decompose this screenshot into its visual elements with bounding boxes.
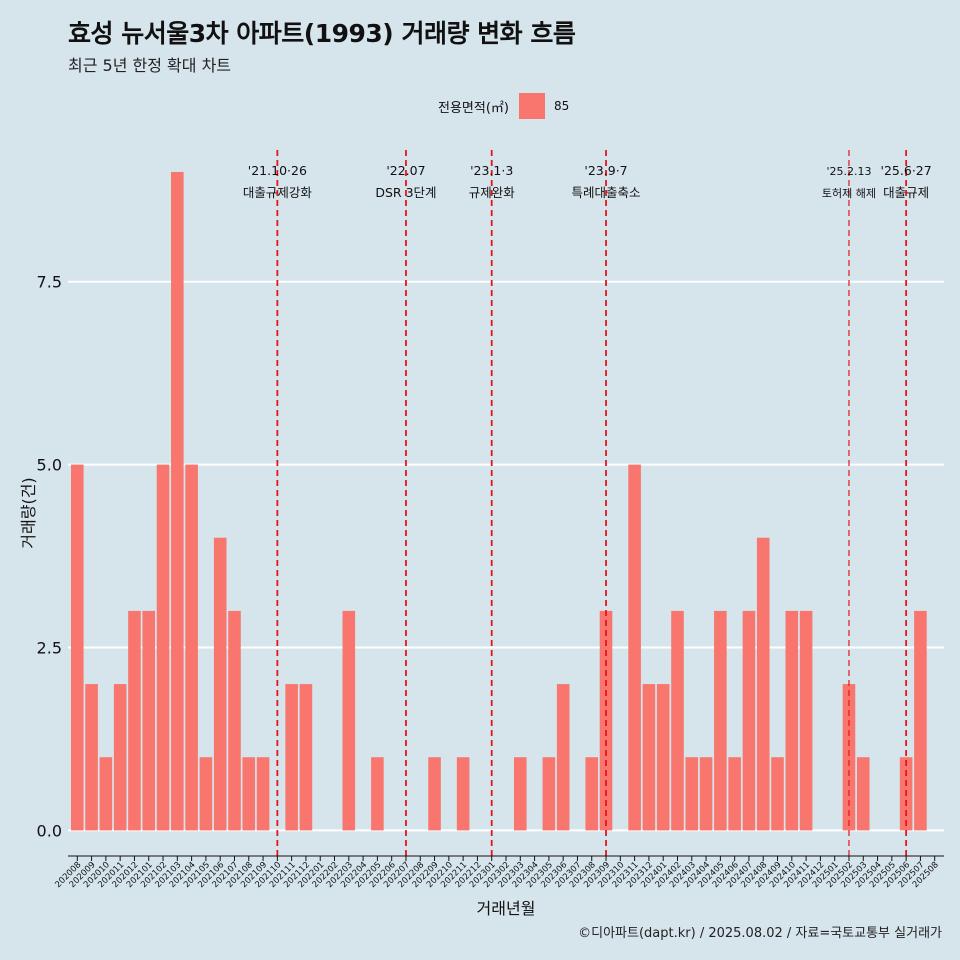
bar-202408 [756,537,770,831]
y-tick-label: 7.5 [37,273,62,292]
bar-202502 [842,684,856,831]
event-label-0: 대출규제강화 [243,185,313,200]
bar-202012 [128,610,141,831]
bar-202107 [228,610,241,831]
event-label-2: 규제완화 [469,185,516,200]
source-caption: ©디아파트(dapt.kr) / 2025.08.02 / 자료=국토교통부 실… [578,926,942,941]
bar-202303 [514,757,527,831]
event-label-3: 특례대출축소 [572,185,641,200]
event-date-4: '25.2.13 [826,165,871,178]
bar-202507 [914,610,927,831]
y-tick-label: 5.0 [37,456,62,475]
bar-202411 [799,610,813,831]
legend-swatch [518,93,545,119]
bar-202011 [113,684,127,831]
bar-202102 [156,464,170,831]
legend: 전용면적(㎡) 85 [438,93,569,119]
chart-subtitle: 최근 5년 한정 확대 차트 [68,56,232,75]
bar-202211 [456,757,470,831]
event-date-1: '22.07 [386,163,425,178]
bar-202409 [771,757,784,831]
bar-202410 [785,610,799,831]
y-tick-label: 0.0 [37,821,62,840]
event-date-0: '21.10·26 [248,163,307,178]
bar-202312 [642,684,656,831]
bar-202111 [285,684,298,831]
bar-202405 [714,610,727,831]
bar-202306 [556,684,570,831]
bar-202101 [142,610,156,831]
event-date-2: '23.1·3 [470,163,513,178]
event-label-5: 대출규제 [883,185,929,200]
bar-202401 [656,684,670,831]
bar-202109 [256,757,270,831]
bar-202106 [213,537,227,831]
legend-title: 전용면적(㎡) [438,100,509,116]
bar-202503 [856,757,870,831]
y-axis-title: 거래량(건) [19,477,38,548]
bar-202112 [299,684,313,831]
bar-202406 [728,757,741,831]
bar-202407 [742,610,756,831]
bar-202305 [542,757,556,831]
bar-202108 [242,757,256,831]
event-date-5: '25.6·27 [881,163,932,178]
bar-202311 [628,464,641,831]
bar-202404 [699,757,713,831]
bar-202205 [371,757,384,831]
bar-202010 [99,757,113,831]
bar-202209 [428,757,441,831]
bar-202203 [342,610,356,831]
event-date-3: '23.9·7 [584,163,627,178]
legend-label: 85 [553,99,570,113]
bar-202403 [685,757,699,831]
chart-title: 효성 뉴서울3차 아파트(1993) 거래량 변화 흐름 [68,19,576,48]
bar-202008 [71,464,84,831]
y-tick-label: 2.5 [37,638,62,657]
bar-202103 [171,171,184,831]
bar-202104 [185,464,198,831]
event-label-4: 토허제 해제 [822,186,876,200]
bar-202308 [585,757,599,831]
x-axis-title: 거래년월 [477,899,536,918]
bar-202009 [85,684,98,831]
bar-202402 [671,610,684,831]
bar-202105 [199,757,213,831]
event-label-1: DSR 3단계 [375,185,436,200]
